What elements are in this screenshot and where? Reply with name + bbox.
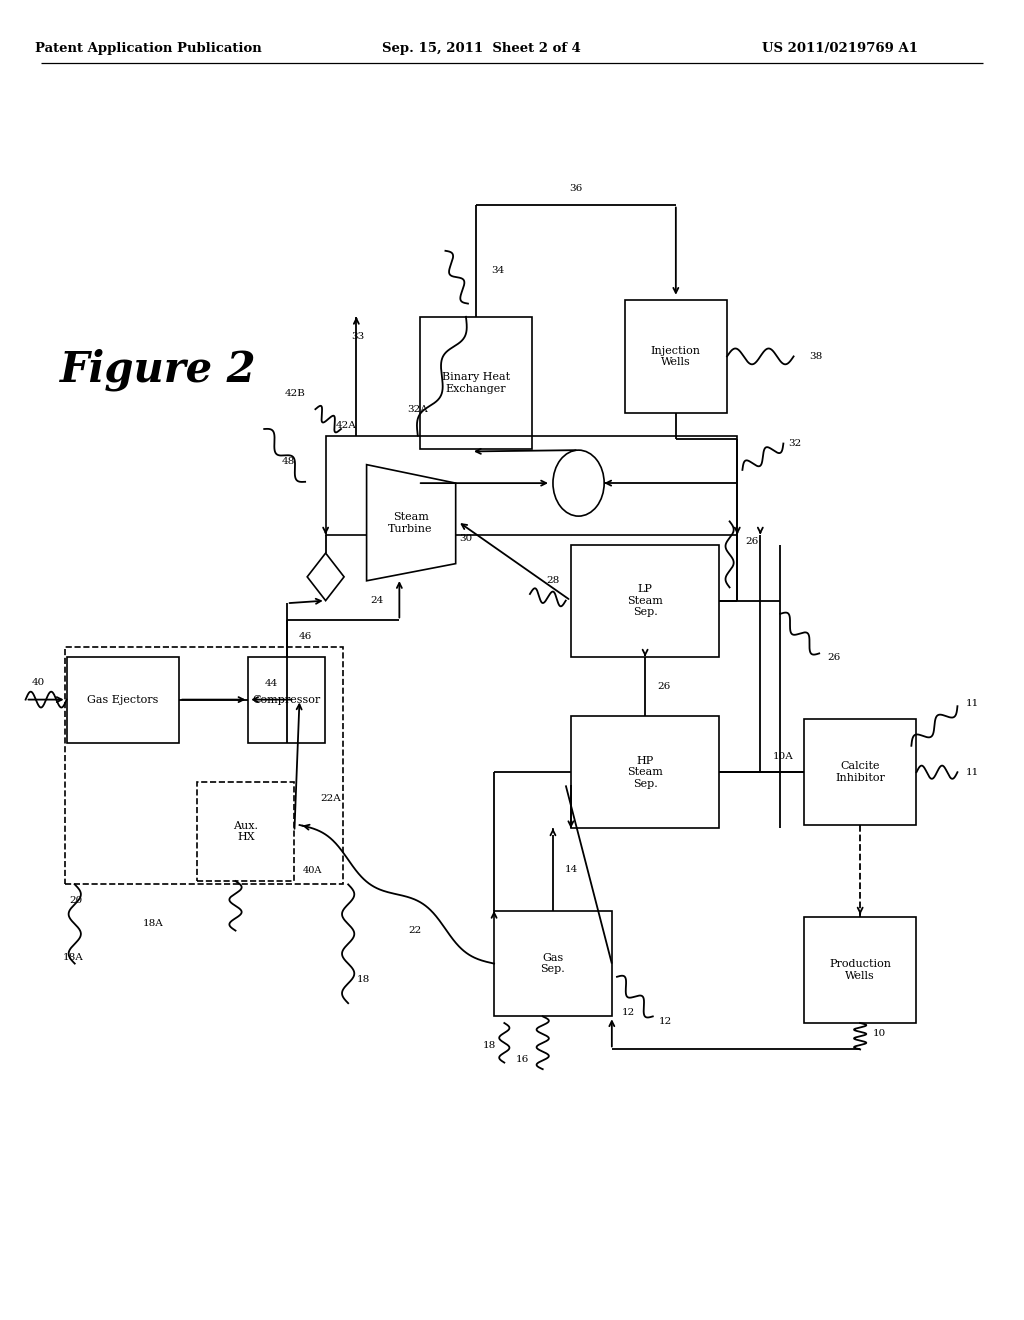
Text: 26: 26: [657, 682, 671, 690]
Text: 22: 22: [409, 927, 421, 935]
Text: 40A: 40A: [303, 866, 322, 875]
Text: 42A: 42A: [336, 421, 356, 429]
Polygon shape: [367, 465, 456, 581]
Bar: [495, 911, 612, 1016]
Text: Production
Wells: Production Wells: [829, 960, 891, 981]
Text: HP
Steam
Sep.: HP Steam Sep.: [627, 755, 664, 789]
Text: Binary Heat
Exchanger: Binary Heat Exchanger: [442, 372, 510, 393]
Text: Gas
Sep.: Gas Sep.: [541, 953, 565, 974]
Text: 18: 18: [482, 1041, 496, 1049]
Text: 34: 34: [492, 267, 505, 275]
Text: 44: 44: [265, 680, 278, 688]
Bar: [67, 657, 179, 742]
Text: 12: 12: [623, 1008, 635, 1016]
Text: 30: 30: [459, 535, 472, 543]
Bar: [249, 657, 326, 742]
Bar: [65, 647, 343, 884]
Text: 22A: 22A: [319, 795, 341, 803]
Text: Steam
Turbine: Steam Turbine: [388, 512, 433, 533]
Text: Sep. 15, 2011  Sheet 2 of 4: Sep. 15, 2011 Sheet 2 of 4: [382, 42, 581, 55]
Text: 14: 14: [565, 865, 579, 874]
Text: 12: 12: [659, 1018, 672, 1026]
Text: 38: 38: [809, 352, 822, 360]
Text: 18A: 18A: [62, 953, 83, 961]
Text: Aux.
HX: Aux. HX: [233, 821, 258, 842]
Text: LP
Steam
Sep.: LP Steam Sep.: [627, 583, 664, 618]
Text: Compressor: Compressor: [253, 694, 321, 705]
Bar: [420, 317, 532, 449]
Bar: [571, 544, 719, 656]
Text: 10: 10: [872, 1030, 886, 1038]
Text: Injection
Wells: Injection Wells: [651, 346, 700, 367]
Text: 24: 24: [371, 597, 384, 605]
Text: 32: 32: [788, 440, 802, 447]
Circle shape: [553, 450, 604, 516]
Bar: [625, 301, 727, 412]
Text: 40: 40: [32, 678, 44, 686]
Text: 28: 28: [546, 577, 559, 585]
Text: 18: 18: [356, 975, 370, 983]
Bar: [197, 781, 295, 882]
Text: US 2011/0219769 A1: US 2011/0219769 A1: [762, 42, 918, 55]
Polygon shape: [307, 553, 344, 601]
Text: 26: 26: [827, 653, 841, 661]
Text: Calcite
Inhibitor: Calcite Inhibitor: [836, 762, 885, 783]
Text: 33: 33: [351, 333, 365, 341]
Bar: [571, 715, 719, 829]
Text: 11: 11: [967, 768, 979, 776]
Bar: [804, 917, 916, 1023]
Text: 16: 16: [516, 1056, 528, 1064]
Text: 26: 26: [745, 537, 758, 545]
Bar: [804, 719, 916, 825]
Bar: [326, 436, 737, 535]
Text: 48: 48: [282, 458, 295, 466]
Text: Gas Ejectors: Gas Ejectors: [87, 694, 159, 705]
Text: 42B: 42B: [285, 389, 305, 397]
Text: Figure 2: Figure 2: [60, 348, 257, 391]
Text: 32A: 32A: [408, 405, 428, 413]
Text: 18A: 18A: [143, 920, 164, 928]
Text: 11: 11: [966, 700, 979, 708]
Text: 46: 46: [299, 632, 312, 642]
Text: 36: 36: [569, 185, 583, 193]
Text: 10A: 10A: [773, 752, 794, 760]
Text: 20: 20: [70, 896, 83, 904]
Text: Patent Application Publication: Patent Application Publication: [35, 42, 262, 55]
